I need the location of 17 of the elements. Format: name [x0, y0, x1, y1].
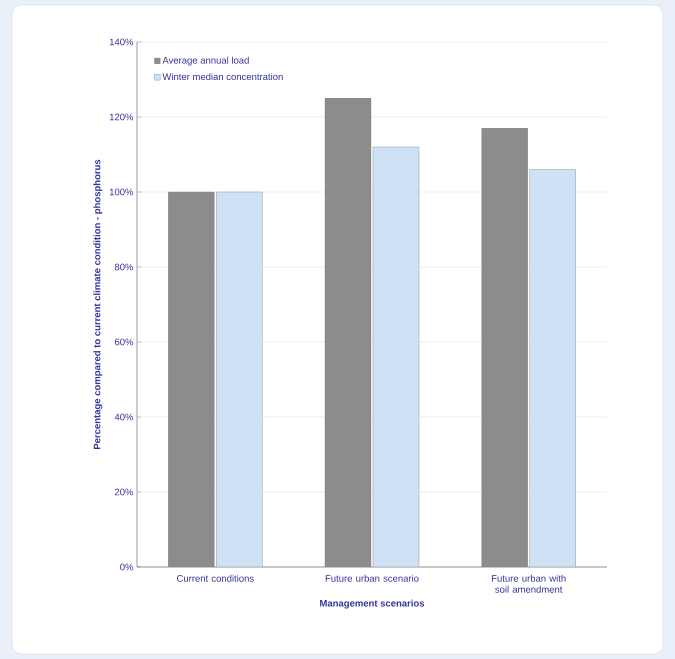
y-tick-label: 100%	[110, 188, 134, 196]
y-tick-label: 60%	[114, 338, 134, 346]
y-tick-label: 140%	[110, 38, 134, 46]
bar	[529, 169, 576, 567]
y-tick-label: 0%	[120, 564, 134, 570]
y-tick-label: 80%	[114, 264, 134, 270]
y-tick-label: 120%	[110, 114, 134, 120]
legend-label: Winter median concentration	[162, 73, 283, 80]
y-axis-title: Percentage compared to current climate condition - phosphorus	[93, 160, 102, 450]
x-tick-label: Future urban with soil amendment	[492, 574, 566, 593]
legend-label: Average annual load	[162, 56, 249, 66]
bar	[481, 128, 528, 567]
x-tick-label: Current conditions	[177, 574, 254, 582]
x-axis-title: Management scenarios	[320, 600, 424, 609]
y-tick-label: 40%	[114, 414, 134, 420]
x-tick-label: Future urban scenario	[326, 574, 419, 582]
y-tick-label: 20%	[114, 488, 134, 496]
